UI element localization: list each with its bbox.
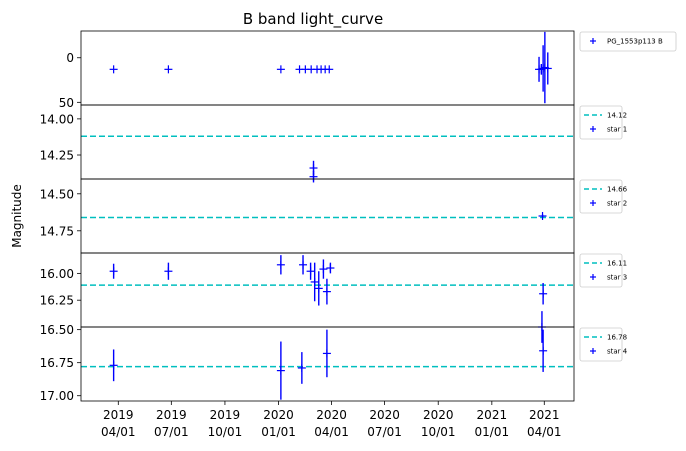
legend-label: star 1 xyxy=(607,126,627,134)
x-tick-label: 01/01 xyxy=(261,425,296,439)
data-point xyxy=(164,65,173,74)
y-tick-label: 16.25 xyxy=(40,294,74,308)
data-point xyxy=(299,255,308,275)
x-tick-label: 04/01 xyxy=(314,425,349,439)
y-tick-label: 14.75 xyxy=(40,224,74,238)
legend-label: 16.11 xyxy=(607,260,627,268)
x-tick-label: 2020 xyxy=(263,408,294,422)
legend-1: PG_1553p113 B xyxy=(579,31,677,52)
x-tick-label: 04/01 xyxy=(527,425,562,439)
legend-label: 14.12 xyxy=(607,112,627,120)
x-tick-label: 2019 xyxy=(210,408,241,422)
legend-label: 16.78 xyxy=(607,334,627,342)
data-point xyxy=(164,262,173,280)
legend-box xyxy=(579,253,623,288)
legend-label: PG_1553p113 B xyxy=(607,38,663,46)
data-point xyxy=(306,262,315,280)
data-point xyxy=(543,52,552,85)
x-tick-label: 01/01 xyxy=(475,425,510,439)
data-point xyxy=(322,278,331,305)
data-point xyxy=(322,329,331,378)
data-point xyxy=(109,65,118,74)
y-tick-label: 16.75 xyxy=(40,356,74,370)
x-tick-label: 07/01 xyxy=(154,425,189,439)
y-tick-label: 14.25 xyxy=(40,149,74,163)
y-axis-label: Magnitude xyxy=(10,184,24,248)
y-tick-label: 14.50 xyxy=(40,187,74,201)
data-point xyxy=(276,65,285,74)
legend-label: 14.66 xyxy=(607,186,628,194)
data-point xyxy=(297,352,306,384)
legend-4: 16.11 star 3 xyxy=(579,253,627,288)
legend-3: 14.66 star 2 xyxy=(579,179,628,214)
panel-1: 0 50 PG_1553p113 B xyxy=(59,30,677,110)
data-point xyxy=(539,283,548,305)
x-tick-label: 07/01 xyxy=(367,425,402,439)
x-tick-label: 2020 xyxy=(423,408,454,422)
data-point xyxy=(314,271,323,306)
legend-5: 16.78 star 4 xyxy=(579,327,628,362)
legend-box xyxy=(579,105,623,140)
y-tick-label: 0 xyxy=(66,51,74,65)
data-point xyxy=(325,65,334,74)
y-tick-label: 50 xyxy=(59,96,74,110)
y-tick-label: 16.50 xyxy=(40,323,74,337)
data-point xyxy=(109,263,118,279)
legend-label: star 2 xyxy=(607,200,627,208)
legend-box xyxy=(579,31,677,52)
panel-3: 14.50 14.75 14.66 star 2 xyxy=(40,178,628,254)
data-point xyxy=(326,262,335,274)
data-point xyxy=(109,349,118,382)
x-tick-label: 2021 xyxy=(529,408,560,422)
x-tick-label: 2020 xyxy=(369,408,400,422)
x-tick-label: 10/01 xyxy=(421,425,456,439)
y-tick-label: 17.00 xyxy=(40,389,74,403)
legend-2: 14.12 star 1 xyxy=(579,105,627,140)
panel-frame xyxy=(80,326,575,402)
x-tick-label: 2019 xyxy=(156,408,187,422)
y-tick-label: 16.00 xyxy=(40,267,74,281)
data-point xyxy=(310,262,319,302)
legend-box xyxy=(579,327,623,362)
data-point xyxy=(276,341,285,400)
legend-label: star 4 xyxy=(607,348,628,356)
x-tick-label: 2019 xyxy=(103,408,134,422)
legend-label: star 3 xyxy=(607,274,627,282)
panel-2: 14.00 14.25 14.12 star 1 xyxy=(40,104,627,183)
y-tick-label: 14.00 xyxy=(40,112,74,126)
chart-title: B band light_curve xyxy=(243,10,383,29)
x-axis: 2019 04/01 2019 07/01 2019 10/01 2020 01/01 2020… xyxy=(101,401,562,439)
data-point xyxy=(538,212,547,220)
legend-box xyxy=(579,179,623,214)
x-tick-label: 10/01 xyxy=(208,425,243,439)
x-tick-label: 2020 xyxy=(316,408,347,422)
data-point xyxy=(276,255,285,275)
data-point xyxy=(539,329,548,372)
data-point xyxy=(537,63,546,75)
data-point xyxy=(319,259,328,279)
x-tick-label: 2021 xyxy=(477,408,508,422)
x-tick-label: 04/01 xyxy=(101,425,136,439)
panel-5: 16.50 16.75 17.00 16.78 star 4 xyxy=(40,311,628,403)
